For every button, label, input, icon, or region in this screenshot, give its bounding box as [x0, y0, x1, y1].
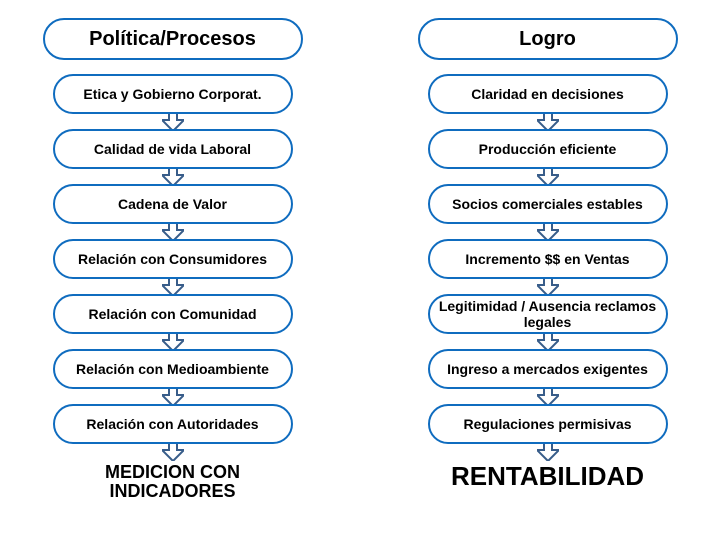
right-header: Logro: [418, 18, 678, 60]
left-item: Relación con Medioambiente: [53, 349, 293, 389]
right-item: Claridad en decisiones: [428, 74, 668, 114]
left-column: Política/Procesos Etica y Gobierno Corpo…: [30, 18, 315, 540]
down-arrow-icon: [162, 221, 184, 241]
left-item: Relación con Comunidad: [53, 294, 293, 334]
right-item: Ingreso a mercados exigentes: [428, 349, 668, 389]
right-footer: RENTABILIDAD: [428, 459, 668, 507]
diagram-container: Política/Procesos Etica y Gobierno Corpo…: [0, 0, 720, 540]
left-item: Calidad de vida Laboral: [53, 129, 293, 169]
down-arrow-icon: [162, 111, 184, 131]
down-arrow-icon: [537, 331, 559, 351]
left-item: Cadena de Valor: [53, 184, 293, 224]
right-item: Incremento $$ en Ventas: [428, 239, 668, 279]
down-arrow-icon: [162, 166, 184, 186]
down-arrow-icon: [162, 331, 184, 351]
down-arrow-icon: [162, 276, 184, 296]
down-arrow-icon: [162, 386, 184, 406]
down-arrow-icon: [537, 221, 559, 241]
left-item: Relación con Consumidores: [53, 239, 293, 279]
left-footer: MEDICION CON INDICADORES: [53, 459, 293, 507]
left-item: Etica y Gobierno Corporat.: [53, 74, 293, 114]
right-item: Producción eficiente: [428, 129, 668, 169]
right-item: Regulaciones permisivas: [428, 404, 668, 444]
down-arrow-icon: [162, 441, 184, 461]
right-item: Socios comerciales estables: [428, 184, 668, 224]
left-header: Política/Procesos: [43, 18, 303, 60]
right-column: Logro Claridad en decisiones Producción …: [405, 18, 690, 540]
down-arrow-icon: [537, 166, 559, 186]
down-arrow-icon: [537, 386, 559, 406]
down-arrow-icon: [537, 276, 559, 296]
down-arrow-icon: [537, 111, 559, 131]
right-item: Legitimidad / Ausencia reclamos legales: [428, 294, 668, 334]
left-item: Relación con Autoridades: [53, 404, 293, 444]
down-arrow-icon: [537, 441, 559, 461]
